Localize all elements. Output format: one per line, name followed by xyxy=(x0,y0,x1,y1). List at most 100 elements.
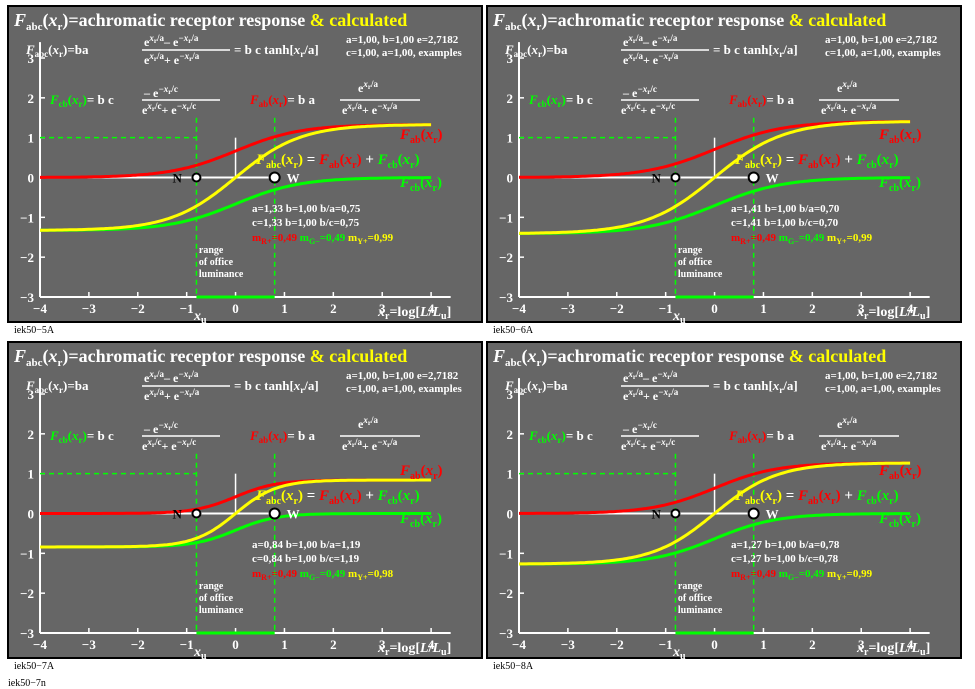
formula-part: r xyxy=(667,373,670,381)
formula-part: ( xyxy=(547,92,551,107)
panel-code: iek50−7A xyxy=(14,661,55,672)
formula-part: + e xyxy=(841,103,857,117)
formula-part: + xyxy=(841,488,857,504)
formula-part: x xyxy=(148,387,154,397)
formula-part: x xyxy=(193,309,201,324)
formula-part: L xyxy=(910,305,920,320)
formula-part: x xyxy=(672,645,680,660)
y-tick-label: 1 xyxy=(28,131,35,146)
formula-part: R+ xyxy=(261,237,272,246)
formula-part: abc xyxy=(505,357,522,369)
point-W-label: W xyxy=(766,171,779,186)
formula-part: abc xyxy=(745,160,761,171)
formula-part: r xyxy=(79,435,83,445)
formula-part: r xyxy=(189,55,192,63)
formula-part: r xyxy=(352,441,355,449)
formula-part: G− xyxy=(309,237,320,246)
x-tick-label: 1 xyxy=(281,301,288,316)
y-tick-label: 1 xyxy=(507,467,514,482)
formula-part: x xyxy=(346,437,352,447)
formula-part: ) xyxy=(916,175,921,191)
header-line-1: a=1,00, b=1,00 e=2,7182 xyxy=(346,370,459,382)
formula-part: )=ba xyxy=(63,378,89,393)
formula-part: ) xyxy=(777,152,782,168)
formula-cb-lhs: Fcb(xr)= b c xyxy=(49,92,114,109)
x-tick-label: −2 xyxy=(131,301,145,316)
x-tick-label: 0 xyxy=(711,637,718,652)
formula-part: /a xyxy=(868,101,877,111)
formula-part: e xyxy=(144,35,150,49)
formula-part: /c xyxy=(189,101,197,111)
y-tick-label: −2 xyxy=(20,586,34,601)
formula-part: F xyxy=(399,463,410,479)
formula-part: /a] xyxy=(303,42,318,57)
m-values: mR+=0,49 mG−=0,49 mY+=0,99 xyxy=(252,232,394,246)
y-tick-label: 3 xyxy=(507,387,514,402)
formula-part: + e xyxy=(362,439,378,453)
formula-part: ) xyxy=(762,428,766,443)
point-N xyxy=(670,172,681,183)
x-tick-label: 0 xyxy=(232,637,239,652)
formula-part: G− xyxy=(309,573,320,582)
formula-abc-den: exr/a+ e−xr/a xyxy=(144,51,200,67)
formula-part: x xyxy=(285,488,294,504)
legend-fabc: Fabc(xr) = Fab(xr) + Fcb(xr) xyxy=(734,488,899,507)
formula-part: e xyxy=(837,417,843,431)
formula-part: x xyxy=(881,488,890,504)
formula-part: ab xyxy=(808,160,819,171)
formula-part: abc xyxy=(505,21,522,33)
legend-fab: Fab(xr) xyxy=(399,463,443,482)
formula-part: L xyxy=(898,641,908,656)
x-axis-label: xr=log[L/Lu] xyxy=(856,641,930,658)
formula-part: ( xyxy=(877,152,882,168)
formula-part: e xyxy=(342,103,348,117)
formula-part: F xyxy=(318,152,329,168)
header-line-1: a=1,00, b=1,00 e=2,7182 xyxy=(346,34,459,46)
formula-part: ] xyxy=(926,305,931,320)
formula-part: F xyxy=(528,92,538,107)
formula-part: =log[ xyxy=(389,305,420,320)
legend-fab: Fab(xr) xyxy=(878,463,922,482)
formula-part: + e xyxy=(640,439,656,453)
formula-part: r xyxy=(631,441,634,449)
formula-part: r xyxy=(410,160,415,171)
formula-part: /a xyxy=(156,51,165,61)
formula-part: =0,98 xyxy=(368,568,394,580)
param-line-2: c=1,27 b=1,00 b/c=0,78 xyxy=(731,553,839,565)
formula-part: L xyxy=(910,641,920,656)
formula-part: – e xyxy=(163,35,179,49)
formula-part: F xyxy=(856,488,867,504)
formula-part: F xyxy=(13,346,26,366)
y-tick-label: 2 xyxy=(507,427,514,442)
panel-code: iek50−8A xyxy=(493,661,534,672)
formula-part: /a] xyxy=(782,42,797,57)
formula-part: =log[ xyxy=(389,641,420,656)
formula-part: ) xyxy=(62,10,68,31)
formula-part: u xyxy=(441,647,447,658)
formula-part: & calculated xyxy=(310,10,407,30)
formula-part: + xyxy=(841,152,857,168)
x-tick-label: 4 xyxy=(907,637,914,652)
formula-part: abc xyxy=(26,21,43,33)
formula-part: ) xyxy=(836,152,841,168)
m-values: mR+=0,49 mG−=0,49 mY+=0,99 xyxy=(731,232,873,246)
formula-part: ) xyxy=(438,127,443,143)
x-tick-label: 1 xyxy=(760,637,767,652)
formula-part: /a xyxy=(190,369,199,379)
legend-fab: Fab(xr) xyxy=(878,127,922,146)
y-tick-label: 2 xyxy=(507,91,514,106)
x-tick-label: −2 xyxy=(610,301,624,316)
y-tick-label: −3 xyxy=(499,626,513,641)
formula-part: u xyxy=(441,311,447,322)
formula-part: ( xyxy=(43,346,49,367)
x-tick-label: −3 xyxy=(561,301,575,316)
formula-part: cb xyxy=(388,160,398,171)
range-text: of office xyxy=(199,593,234,604)
formula-part: −x xyxy=(158,84,168,94)
formula-part: r xyxy=(666,441,669,449)
formula-part: r xyxy=(912,471,917,482)
formula-part: −x xyxy=(377,101,387,111)
formula-part: e xyxy=(144,53,150,67)
formula-part: r xyxy=(847,83,850,91)
panel-background xyxy=(7,341,483,659)
